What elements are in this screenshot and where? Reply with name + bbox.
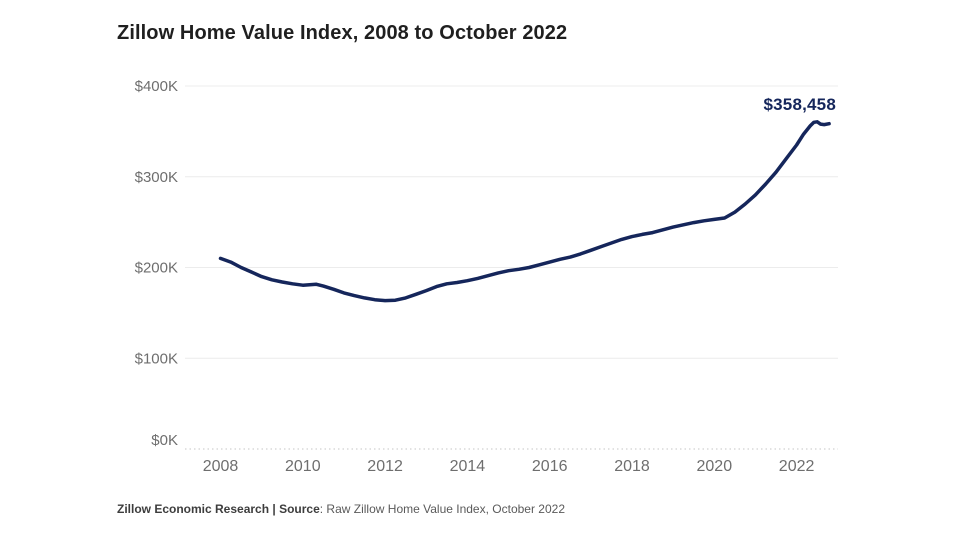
- x-axis-tick-label: 2020: [697, 458, 733, 475]
- y-axis-tick-label: $400K: [135, 78, 178, 95]
- footer-source-text: : Raw Zillow Home Value Index, October 2…: [319, 502, 565, 516]
- value-line: [218, 120, 831, 303]
- x-axis-tick-label: 2010: [285, 458, 321, 475]
- y-axis-tick-label: $0K: [151, 432, 178, 449]
- x-axis-tick-label: 2008: [203, 458, 239, 475]
- footer-credit: Zillow Economic Research | Source: Raw Z…: [117, 502, 565, 516]
- x-axis-tick-label: 2022: [779, 458, 815, 475]
- x-axis-tick-label: 2014: [450, 458, 486, 475]
- y-axis-tick-label: $200K: [135, 260, 178, 277]
- y-axis-tick-label: $100K: [135, 350, 178, 367]
- x-axis-tick-label: 2012: [367, 458, 403, 475]
- footer-credit-bold: Zillow Economic Research | Source: [117, 502, 320, 516]
- x-axis-tick-label: 2016: [532, 458, 568, 475]
- end-value-label: $358,458: [763, 95, 836, 114]
- page-title: Zillow Home Value Index, 2008 to October…: [117, 22, 568, 44]
- y-axis-tick-label: $300K: [135, 169, 178, 186]
- x-axis-tick-label: 2018: [614, 458, 650, 475]
